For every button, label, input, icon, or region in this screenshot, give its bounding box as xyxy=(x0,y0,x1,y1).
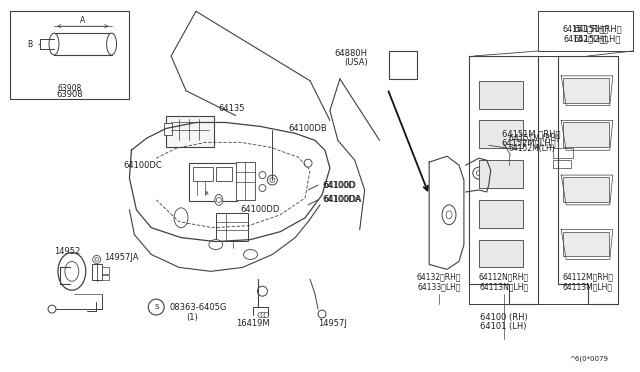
Bar xyxy=(538,11,633,51)
Circle shape xyxy=(257,286,268,296)
Ellipse shape xyxy=(446,211,452,219)
Text: 16419M: 16419M xyxy=(236,320,269,328)
Bar xyxy=(563,78,609,103)
Circle shape xyxy=(264,312,269,318)
Bar xyxy=(553,160,571,168)
Circle shape xyxy=(95,258,99,261)
Bar xyxy=(563,122,609,147)
Circle shape xyxy=(258,312,263,318)
Text: 64152M〈LH〉: 64152M〈LH〉 xyxy=(502,139,556,148)
Ellipse shape xyxy=(442,205,456,225)
Text: 64151M (RH): 64151M (RH) xyxy=(509,134,559,143)
Text: 64100D: 64100D xyxy=(323,182,356,190)
Text: 64100DC: 64100DC xyxy=(124,161,162,170)
Bar xyxy=(479,81,524,109)
Text: 64100DA: 64100DA xyxy=(322,195,360,204)
Circle shape xyxy=(216,198,221,202)
Text: 14957JA: 14957JA xyxy=(104,253,138,262)
Text: 64152〈LH〉: 64152〈LH〉 xyxy=(563,35,609,44)
Text: 64113N〈LH〉: 64113N〈LH〉 xyxy=(479,283,528,292)
Ellipse shape xyxy=(58,253,86,290)
Text: 14952: 14952 xyxy=(54,247,80,256)
Circle shape xyxy=(304,159,312,167)
Circle shape xyxy=(261,312,266,318)
Bar xyxy=(54,33,111,55)
Circle shape xyxy=(473,167,484,179)
Text: 64113M〈LH〉: 64113M〈LH〉 xyxy=(563,283,613,292)
Bar xyxy=(390,51,417,79)
Text: 64135: 64135 xyxy=(219,104,245,113)
Text: B: B xyxy=(28,39,33,49)
Text: 64880H: 64880H xyxy=(335,48,367,58)
Circle shape xyxy=(268,175,277,185)
Text: 08363-6405G: 08363-6405G xyxy=(169,302,227,312)
Circle shape xyxy=(245,185,252,192)
Bar xyxy=(102,275,109,280)
Circle shape xyxy=(476,171,481,176)
Ellipse shape xyxy=(49,33,59,55)
Ellipse shape xyxy=(244,250,257,259)
Text: 64133〈LH〉: 64133〈LH〉 xyxy=(417,283,461,292)
Bar xyxy=(479,240,524,267)
Bar xyxy=(563,232,609,256)
Bar xyxy=(10,11,129,99)
Text: 63908: 63908 xyxy=(58,84,82,93)
Circle shape xyxy=(259,171,266,179)
Ellipse shape xyxy=(215,195,223,205)
Text: 64101 (LH): 64101 (LH) xyxy=(481,323,527,331)
Circle shape xyxy=(270,177,275,183)
Bar xyxy=(479,121,524,148)
Text: 64100DD: 64100DD xyxy=(241,205,280,214)
Circle shape xyxy=(48,305,56,313)
Bar xyxy=(166,116,214,147)
Circle shape xyxy=(245,171,252,179)
Bar xyxy=(553,148,573,158)
Bar xyxy=(216,213,248,241)
Circle shape xyxy=(93,256,100,263)
Circle shape xyxy=(148,299,164,315)
Bar xyxy=(479,160,524,188)
Text: A: A xyxy=(80,16,85,25)
Bar xyxy=(189,163,237,201)
Text: 64112N〈RH〉: 64112N〈RH〉 xyxy=(479,273,529,282)
Text: 14957J: 14957J xyxy=(318,320,347,328)
Text: 64152M(LH): 64152M(LH) xyxy=(509,144,556,153)
Ellipse shape xyxy=(174,208,188,228)
Text: 64151〈RH〉: 64151〈RH〉 xyxy=(573,25,621,34)
Circle shape xyxy=(318,310,326,318)
Text: S: S xyxy=(154,304,159,310)
Text: 64152〈LH〉: 64152〈LH〉 xyxy=(573,35,620,44)
Bar xyxy=(102,267,109,274)
Bar xyxy=(164,124,172,135)
Text: 64100D: 64100D xyxy=(322,182,355,190)
Text: 63908: 63908 xyxy=(56,90,83,99)
Ellipse shape xyxy=(65,262,79,281)
Circle shape xyxy=(259,185,266,192)
Text: (1): (1) xyxy=(186,312,198,321)
Bar xyxy=(92,264,102,280)
Text: 64132〈RH〉: 64132〈RH〉 xyxy=(417,273,461,282)
Bar xyxy=(216,167,232,181)
Ellipse shape xyxy=(209,240,223,250)
Text: 64100DB: 64100DB xyxy=(288,124,327,133)
Text: 64151M 〈RH〉: 64151M 〈RH〉 xyxy=(502,129,560,138)
Text: 64100DA: 64100DA xyxy=(323,195,362,204)
Bar xyxy=(563,177,609,202)
Bar xyxy=(193,167,213,181)
Text: ^6(0*0079: ^6(0*0079 xyxy=(569,356,608,362)
Text: 64151〈RH〉: 64151〈RH〉 xyxy=(563,25,609,34)
Bar xyxy=(236,162,255,200)
Text: (USA): (USA) xyxy=(344,58,367,67)
Text: 64112M〈RH〉: 64112M〈RH〉 xyxy=(563,273,614,282)
Text: 64100 (RH): 64100 (RH) xyxy=(480,312,527,321)
Bar xyxy=(479,200,524,228)
Ellipse shape xyxy=(107,33,116,55)
